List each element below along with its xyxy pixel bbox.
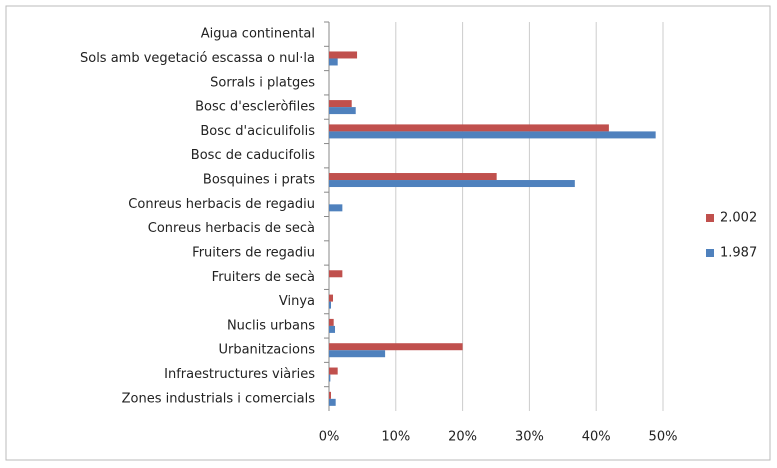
x-tick-label: 20%: [448, 430, 477, 445]
bar: [329, 270, 343, 278]
y-tick-label: Bosquines i prats: [203, 173, 315, 188]
bar: [329, 124, 609, 132]
bar: [329, 204, 343, 212]
x-tick-label: 10%: [381, 430, 410, 445]
y-tick-label: Infraestructures viàries: [164, 367, 315, 382]
y-tick-label: Urbanitzacions: [218, 343, 315, 358]
bar: [329, 58, 338, 66]
legend-swatch: [706, 214, 714, 222]
y-tick-label: Bosc d'aciculifolis: [200, 124, 315, 139]
bar: [329, 294, 334, 302]
y-tick-label: Vinya: [279, 294, 315, 309]
y-tick-label: Conreus herbacis de secà: [148, 221, 315, 236]
bar: [329, 100, 352, 108]
bar: [329, 325, 336, 333]
bar: [329, 391, 332, 399]
bar: [329, 301, 332, 309]
bar: [329, 318, 334, 326]
bar: [329, 173, 497, 181]
y-tick-label: Zones industrials i comercials: [122, 391, 316, 406]
y-tick-label: Conreus herbacis de regadiu: [128, 197, 315, 212]
chart-border: [5, 5, 771, 461]
bar: [329, 107, 356, 115]
x-tick-label: 40%: [582, 430, 611, 445]
x-tick-label: 50%: [649, 430, 678, 445]
bar: [329, 343, 463, 351]
bar: [329, 51, 358, 59]
bar: [329, 367, 338, 375]
legend-label: 1.987: [720, 246, 757, 261]
legend-swatch: [706, 249, 714, 257]
y-tick-label: Nuclis urbans: [227, 318, 315, 333]
x-tick-label: 30%: [515, 430, 544, 445]
y-tick-label: Fruiters de regadiu: [192, 245, 315, 260]
y-tick-label: Sols amb vegetació escassa o nul·la: [80, 51, 315, 66]
bar: [329, 180, 575, 188]
y-tick-label: Bosc de caducifolis: [191, 148, 315, 163]
legend-label: 2.002: [720, 211, 757, 226]
y-tick-label: Sorrals i platges: [210, 75, 315, 90]
bar: [329, 398, 336, 406]
bar: [329, 131, 656, 139]
bar: [329, 374, 331, 382]
x-tick-label: 0%: [319, 430, 340, 445]
y-tick-label: Bosc d'escleròfiles: [195, 100, 315, 115]
y-tick-label: Aigua continental: [201, 27, 315, 42]
y-tick-label: Fruiters de secà: [212, 270, 315, 285]
bar: [329, 350, 386, 358]
